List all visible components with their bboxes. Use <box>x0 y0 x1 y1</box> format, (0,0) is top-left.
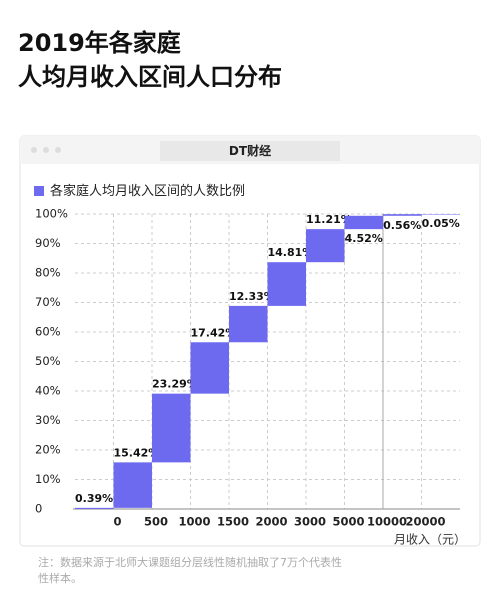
bar <box>306 229 345 263</box>
value-label: 17.42% <box>191 326 237 339</box>
value-label: 4.52% <box>345 232 383 245</box>
bar <box>113 462 152 508</box>
x-axis-label: 月收入（元） <box>394 533 466 547</box>
window-dot <box>43 147 49 153</box>
y-tick-label: 50% <box>35 354 61 368</box>
value-label: 0.39% <box>75 492 113 505</box>
brand-pill <box>160 141 340 161</box>
bar <box>344 215 383 230</box>
value-label: 15.42% <box>114 446 160 459</box>
bar <box>229 305 268 343</box>
x-tick-label: 3000 <box>294 515 326 529</box>
bar <box>267 262 306 306</box>
value-label: 12.33% <box>229 290 275 303</box>
value-label: 23.29% <box>152 378 198 391</box>
x-tick-label: 1000 <box>178 515 210 529</box>
x-tick-label: 500 <box>144 515 168 529</box>
note: 注：数据来源于北师大课题组分层线性随机抽取了7万个代表性 <box>38 555 342 569</box>
legend-label: 各家庭人均月收入区间的人数比例 <box>50 183 245 199</box>
note: 性样本。 <box>38 571 82 585</box>
window-dot <box>55 147 61 153</box>
y-tick-label: 30% <box>35 413 61 427</box>
title-line: 人均月收入区间人口分布 <box>18 63 282 91</box>
window-dot <box>31 147 37 153</box>
x-tick-label: 10000 <box>367 515 407 529</box>
y-tick-label: 0 <box>35 502 42 516</box>
bar <box>75 507 114 509</box>
y-tick-label: 40% <box>35 384 61 398</box>
bar <box>383 214 422 216</box>
title-line: 2019年各家庭 <box>18 29 181 57</box>
bar <box>152 393 191 463</box>
x-tick-label: 5000 <box>332 515 364 529</box>
value-label: 0.05% <box>422 217 460 230</box>
y-tick-label: 100% <box>35 207 68 221</box>
value-label: 0.56% <box>383 219 421 232</box>
bar <box>421 214 460 215</box>
legend-swatch <box>34 186 44 196</box>
y-tick-label: 90% <box>35 236 61 250</box>
value-label: 14.81% <box>268 246 314 259</box>
value-label: 11.21% <box>306 213 352 226</box>
y-tick-label: 80% <box>35 266 61 280</box>
brand: DT财经 <box>229 143 271 158</box>
y-tick-label: 60% <box>35 325 61 339</box>
y-tick-label: 10% <box>35 472 61 486</box>
x-tick-label: 0 <box>113 515 121 529</box>
x-tick-label: 20000 <box>405 515 445 529</box>
x-tick-label: 2000 <box>255 515 287 529</box>
x-tick-label: 1500 <box>217 515 249 529</box>
y-tick-label: 20% <box>35 443 61 457</box>
bar <box>190 342 229 394</box>
y-tick-label: 70% <box>35 295 61 309</box>
